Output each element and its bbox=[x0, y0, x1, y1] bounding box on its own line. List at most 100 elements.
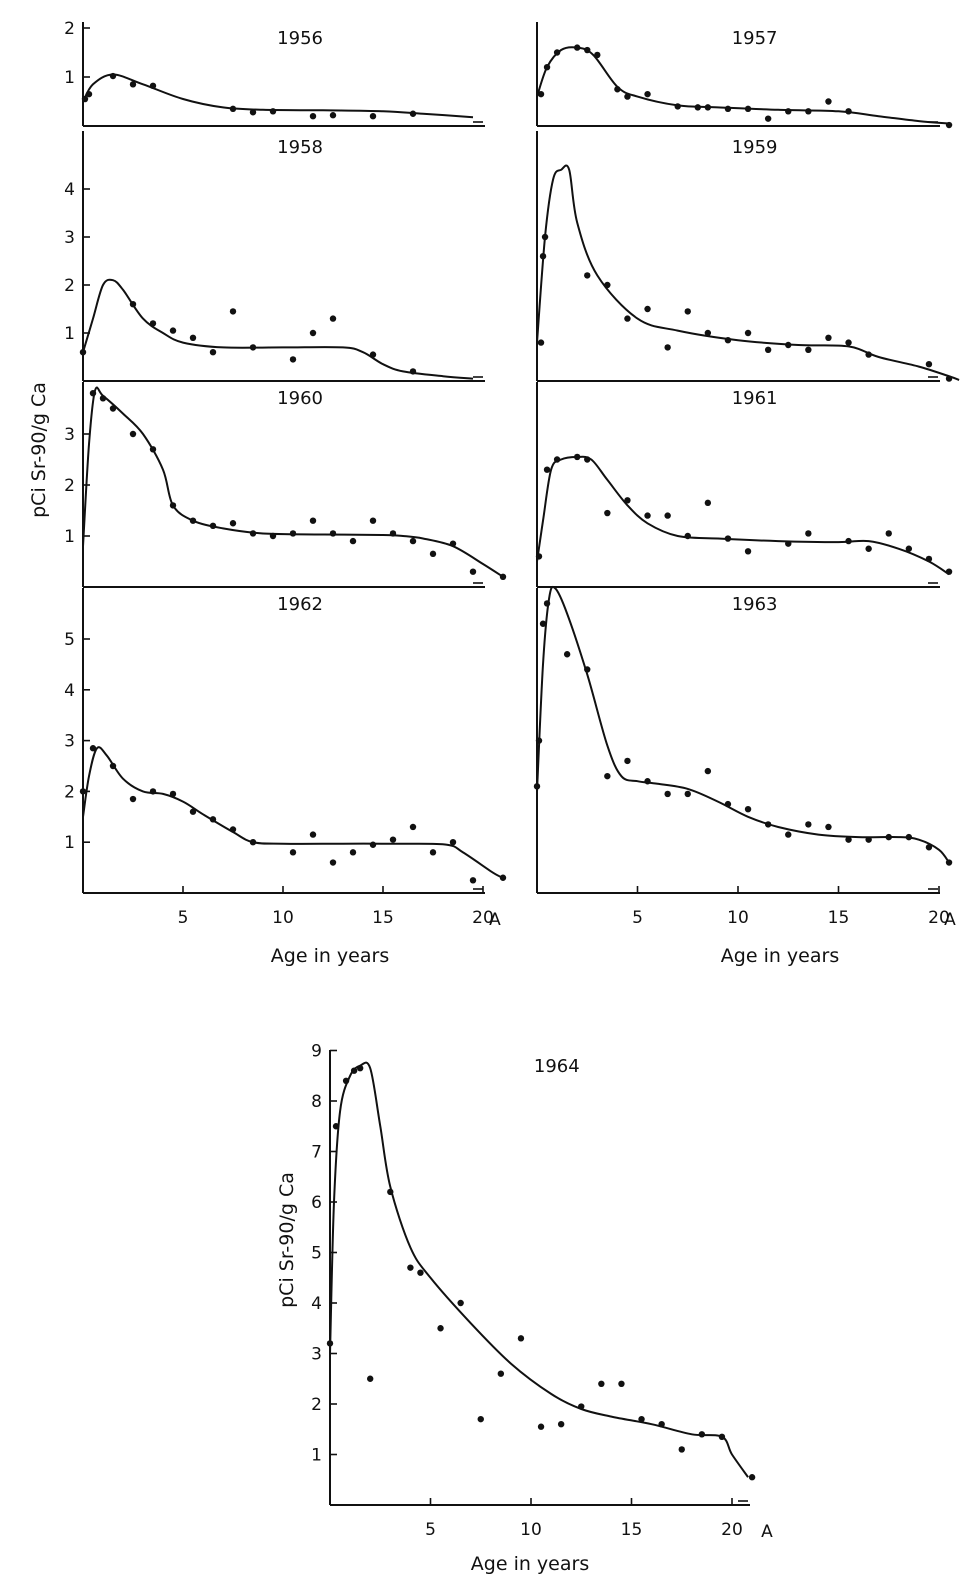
data-point bbox=[584, 272, 591, 279]
fitted-curve bbox=[536, 585, 950, 864]
y-tick-label: 9 bbox=[311, 1042, 322, 1062]
data-point bbox=[499, 874, 507, 881]
panel-1956: 1 2 1956 bbox=[64, 19, 485, 127]
data-point bbox=[269, 532, 277, 540]
data-point bbox=[678, 1446, 685, 1453]
data-point bbox=[905, 833, 913, 841]
data-point bbox=[845, 339, 852, 346]
data-point bbox=[574, 44, 581, 51]
fitted-curve bbox=[82, 73, 474, 119]
data-point bbox=[718, 1433, 726, 1441]
data-point bbox=[469, 568, 477, 575]
y-tick-label: 1 bbox=[64, 833, 75, 853]
data-point bbox=[349, 849, 357, 856]
fitted-curve bbox=[82, 746, 504, 879]
panel-title: 1960 bbox=[277, 388, 323, 409]
y-axis-title-top: pCi Sr-90/g Ca bbox=[28, 382, 50, 518]
panel-title: 1964 bbox=[534, 1056, 580, 1077]
data-point bbox=[289, 849, 297, 856]
x-tick-label: 20 bbox=[928, 908, 950, 928]
data-point bbox=[109, 762, 117, 770]
y-tick-label: 2 bbox=[64, 19, 75, 39]
data-point bbox=[189, 808, 197, 815]
data-point bbox=[664, 512, 671, 519]
data-point bbox=[409, 368, 417, 375]
panel-1964: 1 2 3 4 5 6 7 8 9 5 10 15 20 1964 bbox=[311, 1042, 756, 1540]
data-point bbox=[449, 540, 457, 547]
data-point bbox=[744, 548, 752, 555]
data-point bbox=[865, 351, 872, 358]
data-point bbox=[429, 550, 437, 558]
x-axis-title-bottom: Age in years bbox=[471, 1553, 589, 1575]
data-point bbox=[535, 553, 543, 560]
x-tick-label: 10 bbox=[272, 908, 294, 928]
data-point bbox=[189, 334, 197, 341]
data-point bbox=[674, 103, 681, 110]
data-point bbox=[356, 1064, 364, 1072]
data-point bbox=[748, 1474, 756, 1481]
y-tick-label: 3 bbox=[311, 1345, 322, 1365]
x-end-label-right: A bbox=[944, 910, 956, 930]
data-point bbox=[535, 737, 543, 744]
panel-title: 1961 bbox=[732, 388, 778, 409]
data-point bbox=[289, 356, 297, 363]
x-tick-label: 20 bbox=[472, 908, 494, 928]
data-point bbox=[457, 1299, 464, 1307]
fitted-curve bbox=[82, 278, 474, 380]
data-point bbox=[129, 430, 137, 438]
data-point bbox=[332, 1123, 340, 1130]
data-point bbox=[409, 823, 417, 831]
data-point bbox=[604, 772, 611, 780]
data-point bbox=[541, 233, 549, 241]
data-point bbox=[624, 93, 631, 100]
data-point bbox=[533, 783, 541, 790]
data-point bbox=[845, 836, 852, 843]
data-point bbox=[129, 81, 137, 88]
data-point bbox=[249, 530, 257, 537]
data-point bbox=[865, 836, 872, 843]
x-tick-label: 15 bbox=[621, 1520, 643, 1540]
data-point bbox=[169, 502, 177, 509]
x-axis-title-right: Age in years bbox=[721, 945, 839, 967]
x-tick-label: 5 bbox=[632, 908, 643, 928]
data-point bbox=[79, 349, 87, 356]
data-point bbox=[618, 1380, 625, 1388]
data-point bbox=[845, 537, 852, 545]
y-tick-label: 1 bbox=[311, 1446, 322, 1466]
data-point bbox=[81, 95, 89, 103]
panel-title: 1959 bbox=[732, 137, 778, 158]
y-tick-label: 3 bbox=[64, 425, 75, 445]
data-point bbox=[704, 499, 712, 507]
data-point bbox=[499, 573, 507, 580]
data-point bbox=[469, 877, 477, 884]
panel-1962: 1 2 3 4 5 5 10 15 20 1962 bbox=[64, 588, 507, 928]
data-point bbox=[684, 308, 691, 315]
fitted-curve bbox=[536, 164, 960, 381]
data-point bbox=[309, 329, 317, 337]
y-tick-label: 3 bbox=[64, 732, 75, 752]
data-point bbox=[109, 405, 117, 412]
data-point bbox=[389, 836, 397, 843]
x-tick-label: 5 bbox=[178, 908, 189, 928]
data-point bbox=[584, 456, 591, 463]
data-point bbox=[85, 90, 93, 98]
data-point bbox=[905, 545, 913, 552]
data-point bbox=[698, 1431, 706, 1438]
data-point bbox=[805, 346, 812, 353]
data-point bbox=[764, 115, 772, 122]
y-tick-label: 4 bbox=[64, 180, 75, 200]
data-point bbox=[309, 113, 317, 120]
y-tick-label: 3 bbox=[64, 228, 75, 248]
data-point bbox=[497, 1370, 505, 1377]
data-point bbox=[543, 466, 551, 473]
data-point bbox=[785, 108, 792, 115]
panel-title: 1957 bbox=[732, 28, 778, 49]
y-tick-label: 7 bbox=[311, 1143, 322, 1163]
data-point bbox=[664, 344, 671, 351]
data-point bbox=[350, 1067, 358, 1074]
data-point bbox=[437, 1325, 444, 1332]
x-tick-label: 15 bbox=[372, 908, 394, 928]
y-tick-label: 1 bbox=[64, 527, 75, 547]
data-point bbox=[684, 790, 691, 798]
